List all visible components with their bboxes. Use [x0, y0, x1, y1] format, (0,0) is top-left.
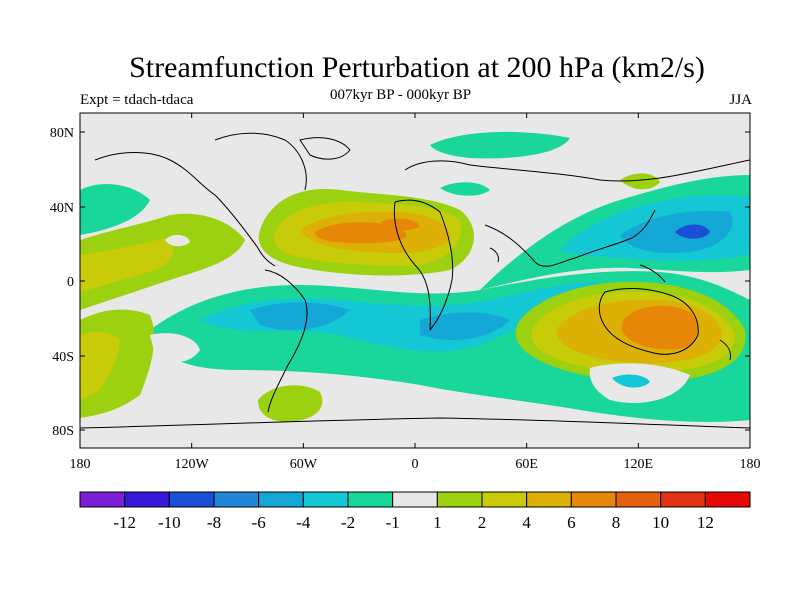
- atlantic-positive-core-2: [380, 218, 420, 231]
- pacific-negative-patch: [80, 184, 150, 235]
- colorbar-label: -10: [158, 513, 181, 532]
- contour-field: [80, 113, 750, 448]
- colorbar: -12 -10 -8 -6 -4 -2 -1 1 2 4 6 8 10 12: [79, 491, 751, 532]
- colorbar-label: 1: [433, 513, 442, 532]
- colorbar-swatch: [704, 491, 751, 508]
- colorbar-label: 4: [522, 513, 531, 532]
- experiment-label: Expt = tdach-tdaca: [80, 92, 194, 108]
- map-axes: 180 120W 60W 0 60E 120E 180 80N 40N 0 40S 80S: [50, 113, 761, 472]
- australia-positive-core: [621, 305, 698, 350]
- colorbar-label: -12: [113, 513, 136, 532]
- colorbar-swatch: [124, 491, 170, 508]
- colorbar-label: 10: [652, 513, 669, 532]
- arctic-positive-patch: [620, 173, 660, 190]
- colorbar-swatch: [615, 491, 662, 508]
- colorbar-swatch: [168, 491, 215, 508]
- lat-tick-label: 80S: [52, 424, 74, 439]
- colorbar-swatch: [213, 491, 260, 508]
- arctic-negative-patch-2: [440, 182, 490, 196]
- southern-negative-band-3: [250, 302, 510, 340]
- lon-tick-label: 180: [740, 457, 761, 472]
- lat-tick-label: 0: [67, 275, 74, 290]
- lat-tick-label: 40N: [50, 201, 74, 216]
- colorbar-swatch: [481, 491, 528, 508]
- southeast-pacific-positive-2: [80, 331, 120, 400]
- southern-negative-band-2: [200, 282, 600, 352]
- coastlines: [80, 132, 750, 429]
- colorbar-label: -6: [252, 513, 266, 532]
- pacific-positive-region-2: [80, 238, 174, 292]
- colorbar-swatch: [258, 491, 304, 508]
- colorbar-label: -1: [386, 513, 400, 532]
- chart-title: Streamfunction Perturbation at 200 hPa (…: [129, 51, 705, 84]
- colorbar-swatch: [347, 491, 394, 508]
- colorbar-label: 8: [612, 513, 621, 532]
- colorbar-label: 2: [478, 513, 487, 532]
- colorbar-label: -4: [296, 513, 311, 532]
- season-label: JJA: [729, 92, 752, 108]
- neutral-hole-2: [150, 333, 200, 362]
- colorbar-swatch: [526, 491, 572, 508]
- colorbar-swatch: [436, 491, 483, 508]
- lon-tick-label: 180: [70, 457, 91, 472]
- lon-tick-label: 60E: [515, 457, 538, 472]
- colorbar-swatch: [79, 491, 126, 508]
- lon-tick-label: 60W: [290, 457, 318, 472]
- lat-tick-label: 40S: [52, 350, 74, 365]
- colorbar-swatch: [660, 491, 706, 508]
- asia-negative-core: [675, 224, 710, 239]
- atlantic-positive-core: [314, 222, 407, 244]
- colorbar-swatch: [392, 491, 438, 508]
- lat-tick-label: 80N: [50, 126, 74, 141]
- neutral-hole: [165, 234, 190, 247]
- colorbar-swatch: [570, 491, 617, 508]
- colorbar-label: 6: [567, 513, 576, 532]
- southern-negative-patch: [612, 374, 650, 388]
- arctic-negative-patch: [430, 131, 570, 159]
- colorbar-swatch: [302, 491, 349, 508]
- period-label: 007kyr BP - 000kyr BP: [330, 87, 472, 103]
- colorbar-label: 12: [697, 513, 714, 532]
- lon-tick-label: 120W: [175, 457, 210, 472]
- colorbar-label: -8: [207, 513, 221, 532]
- colorbar-label: -2: [341, 513, 355, 532]
- lon-tick-label: 0: [412, 457, 419, 472]
- lon-tick-label: 120E: [624, 457, 654, 472]
